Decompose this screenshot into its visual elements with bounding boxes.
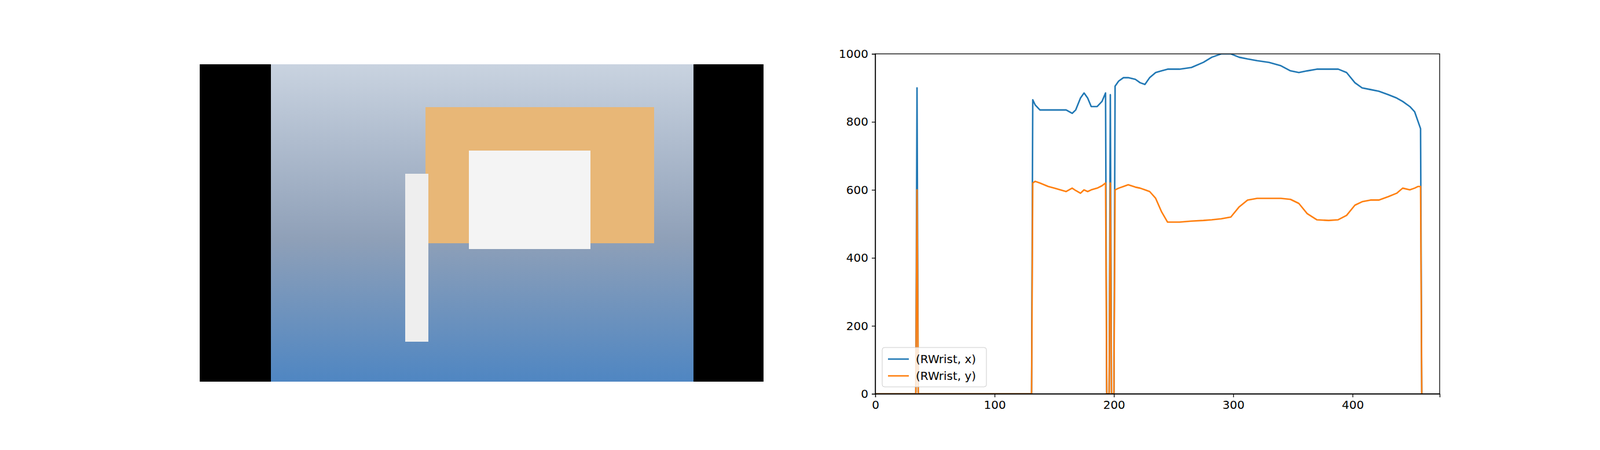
legend-swatch bbox=[887, 358, 909, 361]
tick-mark bbox=[871, 121, 876, 123]
tick-label: 600 bbox=[846, 182, 869, 197]
tick-mark bbox=[871, 325, 876, 326]
tick: 400 bbox=[846, 250, 876, 265]
tick-mark bbox=[1232, 393, 1234, 398]
series-line bbox=[875, 181, 1422, 394]
tick-mark bbox=[871, 53, 876, 55]
tick: 100 bbox=[984, 393, 1007, 412]
plot-frame bbox=[875, 53, 1440, 394]
tick-mark bbox=[871, 393, 876, 395]
tick-mark bbox=[871, 257, 876, 259]
tick: 600 bbox=[846, 182, 876, 197]
photo-board bbox=[468, 150, 591, 249]
tick-label: 100 bbox=[984, 397, 1007, 412]
legend-box bbox=[882, 347, 987, 387]
tick-label: 1000 bbox=[838, 46, 869, 61]
tick: 800 bbox=[846, 114, 876, 129]
x-axis: 0 100 200 300 400 bbox=[871, 393, 1440, 412]
tick-label: 400 bbox=[1341, 397, 1364, 412]
legend: (RWrist, x) (RWrist, y) bbox=[882, 347, 987, 387]
canvas: 0 100 200 300 400 0 200 400 600 800 1000 (RWrist, x… bbox=[0, 0, 1600, 450]
tick: 200 bbox=[846, 318, 876, 333]
tick: 0 bbox=[860, 386, 876, 401]
tick-label: 400 bbox=[846, 250, 869, 265]
tick-label: 200 bbox=[846, 318, 869, 333]
tick: 1000 bbox=[838, 46, 876, 61]
tick-label: 0 bbox=[871, 397, 880, 412]
tick-mark bbox=[1113, 393, 1115, 398]
tick-mark bbox=[871, 189, 876, 191]
y-axis: 0 200 400 600 800 1000 bbox=[838, 46, 876, 401]
tick-label: 300 bbox=[1222, 397, 1245, 412]
legend-label: (RWrist, y) bbox=[915, 368, 976, 383]
tick-mark bbox=[994, 393, 996, 398]
series-line bbox=[875, 53, 1422, 394]
tick: 400 bbox=[1341, 393, 1364, 412]
plot-area bbox=[875, 53, 1422, 394]
axis-line bbox=[871, 54, 876, 395]
tick: 0 bbox=[871, 393, 880, 412]
tick-label: 200 bbox=[1103, 397, 1126, 412]
tick-label: 800 bbox=[846, 114, 869, 129]
tick-label: 0 bbox=[860, 386, 869, 401]
photo-room bbox=[270, 64, 694, 382]
tick-mark bbox=[1352, 393, 1353, 398]
photo-person bbox=[405, 173, 429, 342]
legend-swatch bbox=[887, 375, 909, 377]
axis-line bbox=[875, 394, 1441, 398]
photo-panel bbox=[199, 64, 764, 382]
tick: 200 bbox=[1103, 393, 1126, 412]
photo-frame bbox=[199, 64, 764, 382]
tick: 300 bbox=[1222, 393, 1245, 412]
legend-label: (RWrist, x) bbox=[915, 351, 976, 366]
